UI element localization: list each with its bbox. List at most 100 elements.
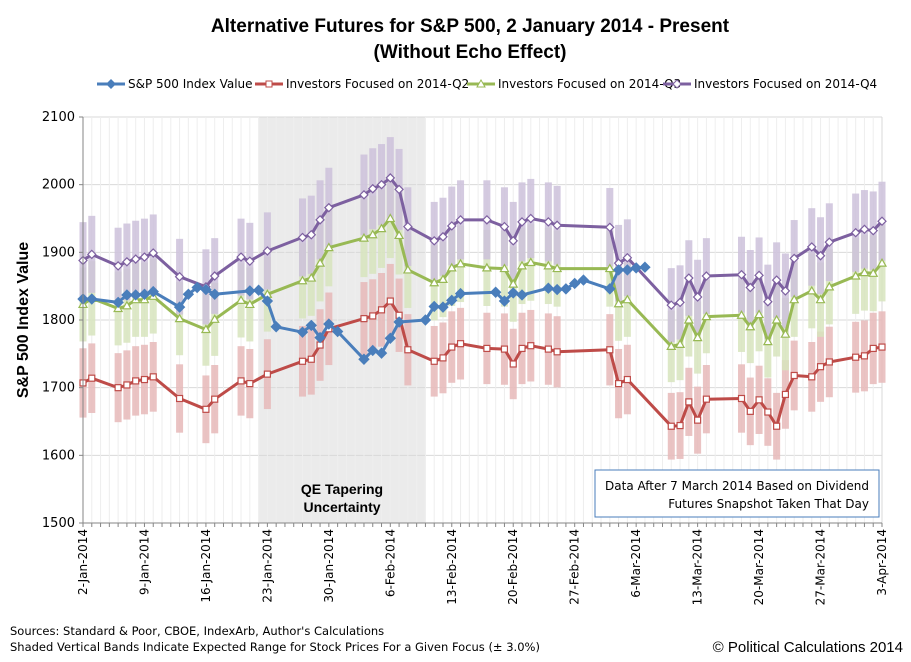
data-point: [323, 242, 334, 252]
data-point: [815, 294, 826, 304]
data-point: [604, 222, 615, 233]
data-point: [138, 288, 151, 300]
legend-marker: [476, 78, 486, 88]
data-point: [622, 294, 633, 304]
data-point: [140, 375, 149, 384]
data-point: [367, 344, 379, 357]
data-point: [780, 286, 791, 296]
data-point: [369, 312, 377, 320]
x-tick-label: 20-Mar-2014: [752, 529, 766, 605]
data-point: [209, 314, 220, 323]
axes: 1500 1600 1700 1800 1900 2000 2100 2-Jan-2014 9-…: [42, 110, 889, 605]
data-point: [667, 422, 675, 430]
data-point: [439, 354, 447, 362]
data-point: [386, 297, 394, 305]
data-point: [869, 344, 877, 353]
series-line: [82, 176, 884, 307]
x-tick-label: 3-Apr-2014: [875, 529, 889, 596]
data-point: [323, 202, 334, 213]
legend-item: S&P 500 Index Value: [97, 77, 253, 91]
data-point: [771, 275, 782, 285]
data-point: [385, 213, 396, 223]
data-point: [790, 371, 798, 380]
data-point: [307, 355, 315, 363]
data-point: [419, 314, 432, 326]
data-point: [544, 345, 552, 353]
data-point: [437, 301, 449, 313]
data-point: [430, 357, 438, 365]
data-point: [130, 254, 141, 264]
legend-marker: [106, 79, 116, 89]
annotation-line1: Data After 7 March 2014 Based on Dividen…: [605, 479, 869, 493]
data-point: [675, 339, 686, 348]
legend: S&P 500 Index Value Investors Focused on …: [97, 77, 877, 91]
x-tick-label: 27-Mar-2014: [814, 529, 828, 605]
series-q2: [79, 297, 886, 430]
data-point: [237, 377, 245, 385]
data-point: [762, 336, 773, 346]
data-point: [481, 262, 492, 272]
data-point: [604, 263, 615, 273]
legend-label: Investors Focused on 2014-Q2: [286, 77, 469, 91]
data-point: [560, 283, 572, 295]
data-point: [200, 283, 212, 296]
data-point: [456, 340, 465, 348]
data-point: [577, 274, 590, 286]
data-point: [852, 353, 860, 361]
data-point: [781, 390, 790, 399]
data-point: [429, 277, 440, 287]
x-tick-label: 13-Mar-2014: [691, 529, 705, 605]
data-point: [360, 315, 368, 323]
data-point: [614, 380, 623, 388]
data-point: [482, 215, 492, 225]
data-point: [498, 295, 511, 307]
x-tick-label: 9-Jan-2014: [137, 529, 151, 595]
data-point: [404, 346, 412, 354]
data-point: [824, 281, 835, 291]
data-point: [88, 374, 96, 382]
data-point: [437, 274, 449, 283]
data-point: [175, 394, 184, 403]
data-point: [236, 295, 247, 304]
x-tick-label: 23-Jan-2014: [260, 529, 274, 603]
data-point: [552, 263, 563, 273]
data-point: [622, 252, 633, 263]
data-point: [385, 173, 396, 183]
y-tick-label: 1900: [42, 245, 75, 260]
data-point: [736, 310, 747, 319]
qe-region-label-line2: Uncertainty: [304, 499, 381, 515]
data-point: [683, 314, 694, 324]
data-point: [211, 395, 219, 403]
data-point: [270, 321, 282, 333]
data-point: [666, 300, 677, 310]
data-point: [737, 394, 746, 403]
y-tick-label: 1800: [42, 313, 75, 328]
data-point: [236, 252, 246, 262]
x-tick-label: 20-Feb-2014: [506, 529, 520, 605]
data-point: [174, 313, 185, 323]
data-point: [860, 352, 869, 360]
data-point: [358, 353, 370, 365]
data-point: [394, 184, 404, 195]
data-point: [454, 287, 467, 300]
data-point: [331, 325, 344, 338]
data-point: [86, 293, 98, 305]
data-point: [296, 326, 309, 338]
data-point: [553, 348, 561, 356]
data-point: [551, 283, 563, 296]
data-point: [675, 297, 685, 308]
data-point: [121, 300, 132, 310]
sources-line: Sources: Standard & Poor, CBOE, IndexArb…: [10, 624, 384, 638]
data-point: [305, 319, 317, 332]
data-point: [868, 225, 879, 236]
data-point: [402, 264, 413, 274]
data-point: [121, 289, 133, 301]
x-tick-label: 13-Feb-2014: [445, 529, 459, 605]
data-point: [315, 257, 326, 267]
data-point: [525, 213, 536, 224]
data-point: [543, 260, 554, 270]
legend-item: Investors Focused on 2014-Q2: [255, 77, 469, 91]
data-point: [446, 221, 457, 231]
data-point: [746, 407, 754, 415]
annotation-box: [594, 469, 880, 518]
